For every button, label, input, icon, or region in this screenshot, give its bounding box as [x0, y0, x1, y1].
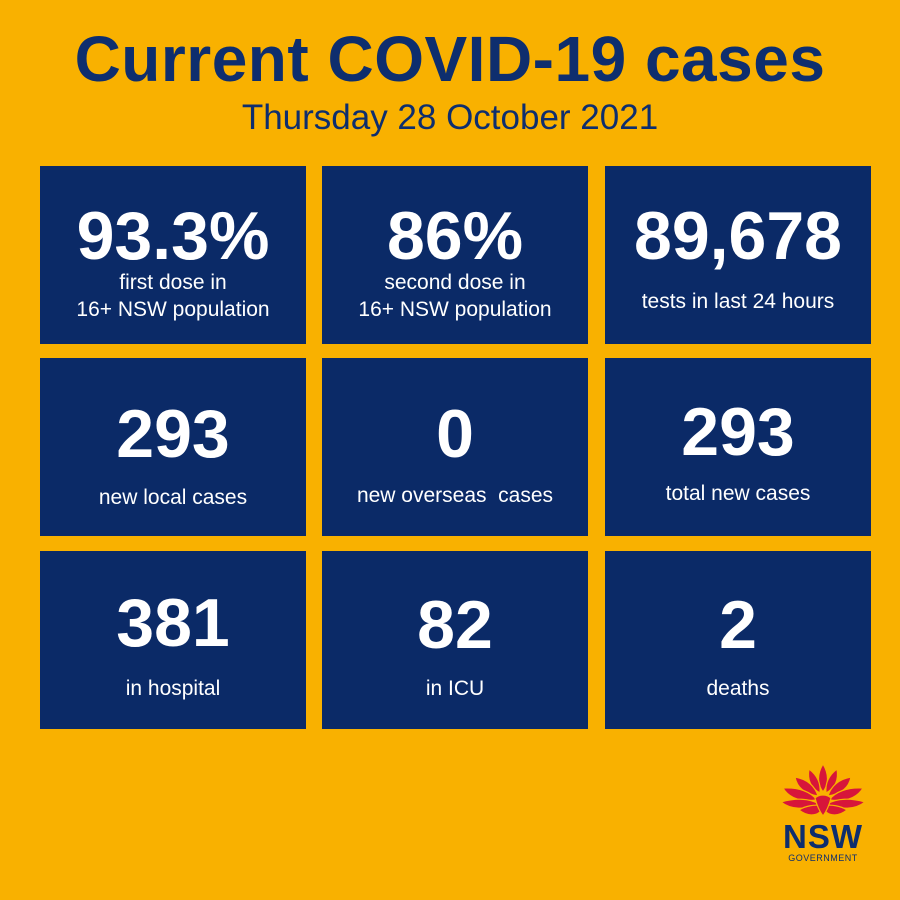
stat-value: 381: [116, 585, 230, 661]
stat-value: 293: [681, 394, 795, 470]
stat-tile-second-dose: 86% second dose in 16+ NSW population: [322, 166, 588, 344]
stat-label: deaths: [706, 677, 770, 700]
stat-label: new local cases: [98, 486, 248, 509]
stat-value: 86%: [386, 198, 524, 274]
stat-value: 82: [417, 587, 493, 663]
page-title: Current COVID-19 cases: [74, 23, 826, 95]
stat-value: 293: [116, 396, 230, 472]
stat-tile-in-icu: 82 in ICU: [322, 551, 588, 729]
report-date: Thursday 28 October 2021: [241, 98, 659, 137]
stat-label: 16+ NSW population: [358, 298, 552, 321]
stat-tile-deaths: 2 deaths: [605, 551, 871, 729]
stat-label: first dose in: [119, 271, 227, 294]
stat-label: new overseas cases: [356, 484, 554, 507]
stat-tile-tests: 89,678 tests in last 24 hours: [605, 166, 871, 344]
stat-tile-new-overseas-cases: 0 new overseas cases: [322, 358, 588, 536]
stat-label: in ICU: [425, 677, 485, 700]
stat-label: total new cases: [665, 482, 811, 505]
stat-label: tests in last 24 hours: [641, 290, 835, 313]
waratah-flower-icon: [779, 762, 867, 818]
stat-value: 0: [436, 396, 474, 472]
logo-wordmark: NSW: [783, 818, 863, 855]
stat-tile-new-local-cases: 293 new local cases: [40, 358, 306, 536]
logo-subtext: GOVERNMENT: [788, 853, 858, 863]
nsw-government-logo: NSW GOVERNMENT: [773, 760, 873, 870]
stat-tile-first-dose: 93.3% first dose in 16+ NSW population: [40, 166, 306, 344]
stat-value: 89,678: [634, 198, 842, 274]
stat-value: 93.3%: [76, 198, 270, 274]
stat-value: 2: [719, 587, 757, 663]
stat-label: in hospital: [125, 677, 221, 700]
stat-label: 16+ NSW population: [76, 298, 270, 321]
stat-label: second dose in: [384, 271, 526, 294]
stat-tile-total-new-cases: 293 total new cases: [605, 358, 871, 536]
stat-tile-in-hospital: 381 in hospital: [40, 551, 306, 729]
